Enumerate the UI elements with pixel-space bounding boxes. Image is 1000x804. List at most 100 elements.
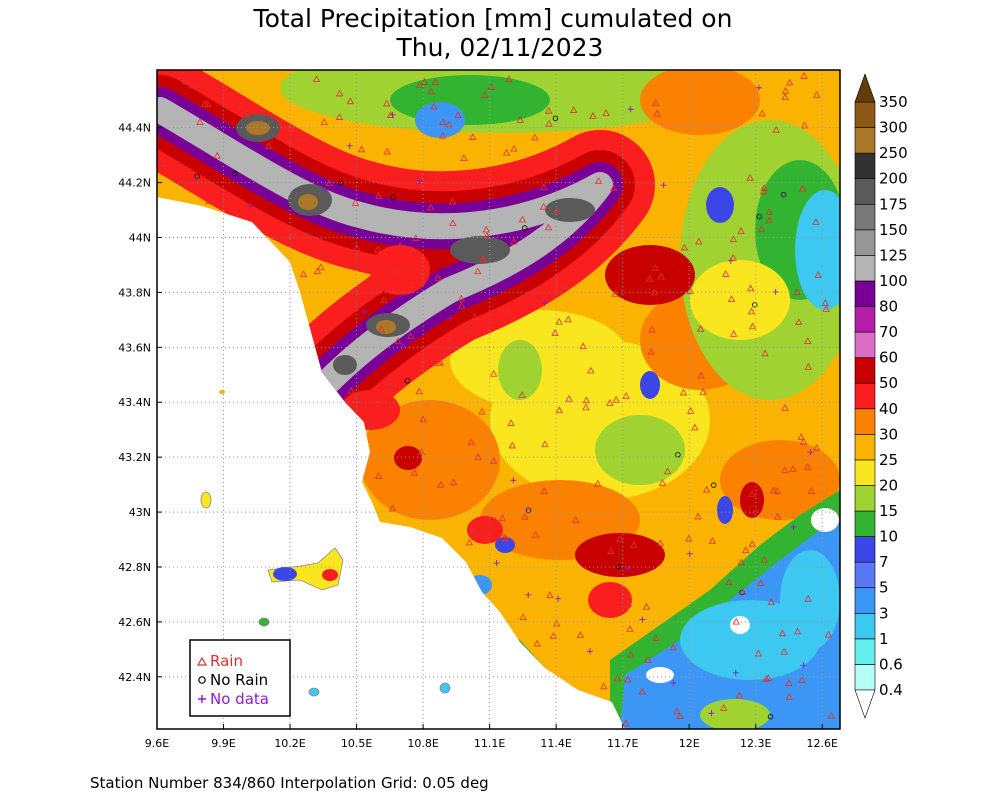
station-no-data (625, 565, 632, 572)
station-no-data (587, 648, 594, 655)
station-rain (611, 289, 619, 297)
station-rain (785, 679, 793, 687)
station-rain (482, 225, 490, 233)
legend-box (189, 639, 291, 717)
colorbar-label: 175 (879, 195, 908, 213)
station-rain (468, 133, 477, 140)
station-no-rain (404, 378, 410, 384)
plot-frame (156, 69, 841, 730)
station-no-rain (552, 115, 559, 121)
station-no-rain (525, 507, 532, 514)
colorbar-label: 60 (879, 349, 898, 367)
station-rain (798, 676, 806, 683)
station-rain (785, 692, 793, 700)
y-tick-label: 42.6N (118, 616, 151, 629)
station-rain (374, 472, 383, 479)
colorbar-label: 70 (879, 323, 898, 341)
station-rain (616, 534, 624, 542)
station-rain (427, 87, 436, 95)
footer: Station Number 834/860 Interpolation Gri… (90, 774, 489, 792)
station-rain (730, 330, 738, 337)
station-rain (544, 223, 553, 231)
station-rain (738, 587, 746, 595)
station-rain (205, 197, 213, 205)
colorbar-cell (854, 229, 876, 256)
station-rain (364, 415, 373, 423)
y-tick-label: 42.8N (118, 561, 151, 574)
station-rain (264, 142, 273, 149)
station-rain (648, 325, 656, 333)
station-rain (335, 113, 344, 120)
station-rain (814, 271, 822, 278)
station-rain (764, 674, 772, 681)
station-rain (468, 524, 476, 532)
station-rain (546, 591, 554, 598)
station-rain (798, 184, 807, 192)
station-rain (508, 441, 516, 449)
station-no-rain (756, 213, 762, 220)
station-rain (789, 465, 797, 472)
colorbar-label: 50 (879, 374, 898, 392)
colorbar-label: 25 (879, 451, 898, 469)
x-tick-label: 10.2E (274, 737, 305, 750)
station-rain (374, 399, 382, 406)
station-rain (518, 215, 527, 223)
station-rain (638, 687, 646, 695)
station-rain (396, 242, 404, 249)
station-no-rain (767, 713, 774, 720)
station-rain (748, 490, 756, 498)
station-rain (565, 394, 573, 402)
station-rain (582, 396, 591, 404)
station-rain (594, 176, 603, 184)
station-rain (767, 598, 776, 605)
station-rain (663, 467, 672, 475)
legend-marker (198, 676, 206, 684)
colorbar-label: 10 (879, 528, 898, 546)
station-rain (357, 145, 366, 153)
station-rain (804, 363, 812, 370)
station-rain (781, 93, 789, 101)
station-no-data (567, 179, 574, 186)
station-rain (696, 324, 705, 332)
colorbar-label: 200 (879, 170, 908, 188)
colorbar-cell (854, 434, 876, 461)
station-rain (540, 487, 548, 494)
station-rain (748, 322, 757, 330)
colorbar-cell (854, 664, 876, 691)
colorbar-cell (854, 178, 876, 205)
station-rain (569, 106, 578, 113)
station-rain (679, 388, 688, 396)
station-rain (708, 537, 717, 544)
station-no-data (360, 308, 367, 315)
x-tick-label: 9.6E (145, 737, 169, 750)
station-rain (680, 243, 689, 251)
station-rain (196, 118, 204, 125)
station-rain (551, 328, 559, 336)
station-rain (407, 332, 415, 340)
station-rain (758, 109, 766, 117)
station-rain (727, 295, 736, 303)
station-rain (388, 504, 397, 512)
station-rain (436, 481, 445, 488)
station-rain (756, 579, 765, 586)
station-no-data (525, 591, 532, 598)
station-rain (748, 540, 756, 548)
station-rain (419, 415, 427, 423)
colorbar-label: 3 (879, 604, 889, 622)
station-no-data (416, 178, 423, 185)
station-rain (402, 263, 411, 271)
station-rain (242, 110, 250, 118)
station-rain (454, 111, 462, 119)
station-rain (502, 534, 510, 542)
station-rain (457, 294, 466, 302)
colorbar-over (854, 73, 876, 103)
colorbar-label: 100 (879, 272, 908, 290)
station-no-data (346, 142, 353, 149)
colorbar-cell (854, 357, 876, 384)
colorbar-cell (854, 485, 876, 512)
station-rain (627, 650, 635, 658)
y-tick-label: 44.4N (118, 122, 151, 135)
station-rain (421, 78, 429, 85)
station-rain (735, 691, 744, 699)
station-rain (159, 159, 167, 167)
